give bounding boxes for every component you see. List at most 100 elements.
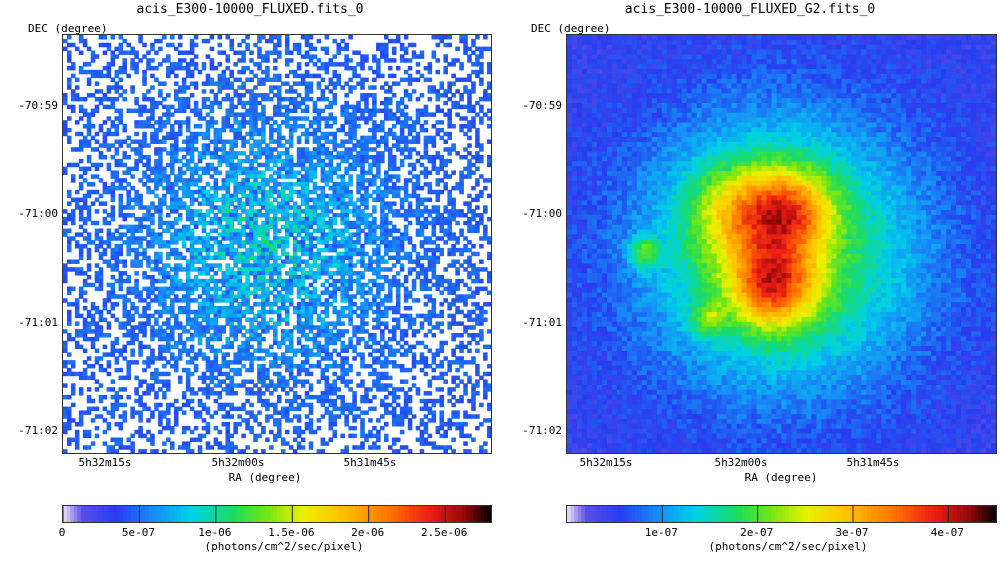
image-pixel — [403, 182, 409, 187]
image-pixel — [320, 77, 326, 83]
image-pixel — [213, 321, 219, 326]
image-pixel — [332, 205, 338, 210]
image-pixel — [70, 213, 76, 218]
image-pixel — [320, 162, 326, 168]
image-pixel — [380, 46, 385, 52]
image-pixel — [134, 247, 139, 253]
image-pixel — [106, 73, 112, 79]
image-pixel — [308, 240, 314, 245]
image-pixel — [328, 244, 334, 249]
image-pixel — [308, 348, 314, 353]
image-pixel — [102, 240, 108, 245]
image-pixel — [277, 166, 282, 172]
image-pixel — [170, 313, 175, 319]
image-pixel — [419, 255, 425, 261]
image-pixel — [348, 247, 353, 253]
image-pixel — [201, 65, 207, 71]
image-pixel — [387, 286, 393, 292]
image-pixel — [296, 282, 302, 288]
image-pixel — [237, 213, 242, 218]
image-pixel — [300, 166, 306, 172]
image-pixel — [189, 259, 195, 264]
image-pixel — [241, 81, 246, 86]
image-pixel — [173, 340, 179, 346]
image-pixel — [427, 170, 433, 175]
image-pixel — [158, 166, 163, 172]
image-pixel — [225, 274, 231, 280]
image-pixel — [158, 278, 163, 284]
image-pixel — [344, 151, 349, 156]
image-pixel — [245, 77, 250, 83]
image-pixel — [320, 232, 326, 237]
image-pixel — [162, 81, 167, 86]
image-pixel — [70, 267, 76, 272]
image-pixel — [189, 154, 195, 160]
image-pixel — [261, 298, 266, 303]
image-pixel — [459, 298, 464, 303]
image-pixel — [407, 344, 413, 350]
image-pixel — [439, 166, 445, 172]
image-pixel — [193, 139, 199, 144]
image-pixel — [348, 65, 353, 71]
image-pixel — [185, 271, 191, 276]
image-pixel — [475, 46, 480, 52]
image-pixel — [126, 108, 131, 114]
image-pixel — [114, 81, 120, 86]
image-pixel — [419, 232, 425, 237]
image-pixel — [431, 251, 437, 257]
image-pixel — [399, 213, 405, 218]
image-pixel — [435, 131, 441, 137]
image-pixel — [308, 232, 314, 237]
image-pixel — [296, 336, 302, 342]
image-pixel — [225, 189, 231, 195]
image-pixel — [74, 309, 80, 315]
image-pixel — [86, 282, 92, 288]
image-pixel — [177, 352, 183, 357]
image-pixel — [273, 325, 278, 330]
left-flux-image[interactable] — [62, 34, 492, 454]
image-pixel — [336, 73, 341, 79]
image-pixel — [233, 185, 238, 191]
image-pixel — [419, 170, 425, 175]
image-pixel — [110, 104, 116, 110]
image-pixel — [451, 216, 456, 222]
image-pixel — [344, 81, 349, 86]
image-pixel — [467, 193, 472, 199]
image-pixel — [277, 85, 282, 90]
image-pixel — [467, 100, 472, 106]
image-pixel — [185, 274, 191, 280]
image-pixel — [455, 333, 460, 338]
image-pixel — [403, 278, 409, 284]
image-pixel — [336, 278, 341, 284]
image-pixel — [78, 209, 84, 214]
image-pixel — [158, 213, 163, 218]
image-pixel — [415, 69, 421, 75]
image-pixel — [304, 336, 310, 342]
image-pixel — [332, 120, 338, 125]
image-pixel — [316, 224, 322, 230]
image-pixel — [217, 336, 223, 342]
image-pixel — [170, 170, 175, 175]
image-pixel — [193, 321, 199, 326]
image-pixel — [443, 139, 448, 144]
image-pixel — [364, 135, 369, 141]
image-pixel — [110, 251, 116, 257]
image-pixel — [292, 108, 298, 114]
image-pixel — [348, 251, 353, 257]
image-pixel — [126, 50, 131, 55]
image-pixel — [395, 236, 401, 241]
image-pixel — [356, 271, 361, 276]
image-pixel — [475, 139, 480, 144]
image-pixel — [399, 54, 405, 59]
image-pixel — [146, 178, 151, 183]
image-pixel — [249, 205, 254, 210]
image-pixel — [126, 228, 131, 233]
image-pixel — [284, 228, 290, 233]
image-pixel — [118, 120, 124, 125]
image-pixel — [479, 278, 484, 284]
image-pixel — [245, 247, 250, 253]
image-pixel — [308, 255, 314, 261]
image-pixel — [134, 255, 139, 261]
image-pixel — [312, 255, 318, 261]
image-pixel — [344, 182, 349, 187]
